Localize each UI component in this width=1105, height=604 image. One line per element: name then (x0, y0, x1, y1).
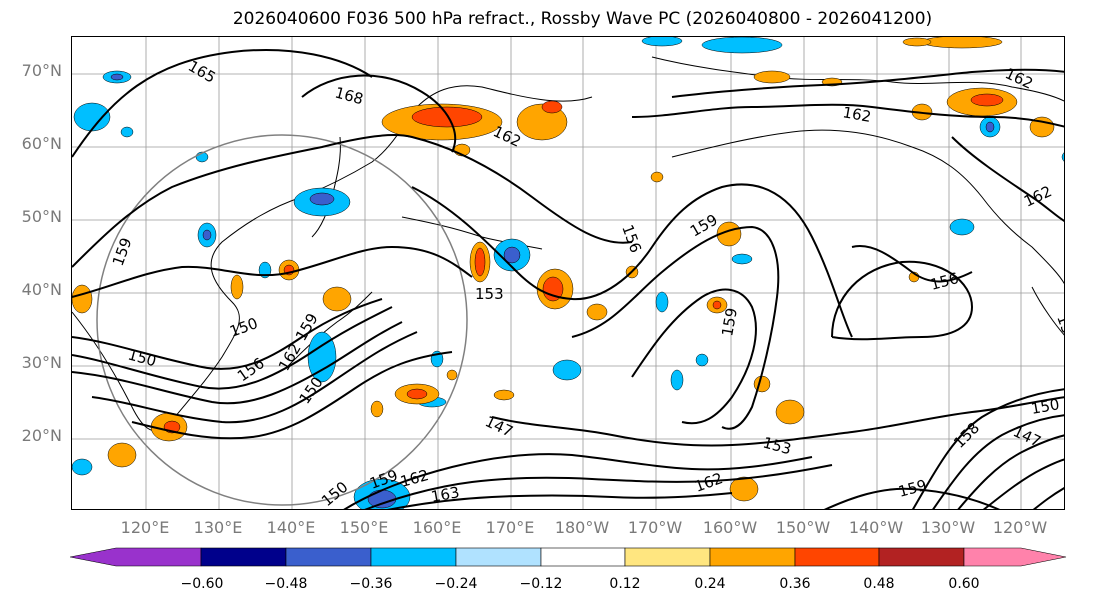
lon-label-130e: 130°E (193, 518, 243, 537)
colorbar-segment-012 (540, 547, 626, 567)
gridlines (72, 37, 1064, 509)
contour-label: 153 (475, 285, 504, 303)
lat-label-30n: 30°N (21, 353, 62, 372)
contour-label: 150 (1030, 395, 1061, 418)
lon-label-130w: 130°W (920, 518, 976, 537)
colorbar-tick-label: 0.12 (609, 576, 641, 592)
geopotential-contours (72, 49, 1064, 509)
colorbar-tick-label: 0.24 (694, 576, 726, 592)
lon-label-120w: 120°W (992, 518, 1048, 537)
colorbar-tick-label: −0.60 (180, 576, 224, 592)
lat-label-70n: 70°N (21, 61, 62, 80)
lon-label-180w: 180°W (554, 518, 610, 537)
map-canvas: 165 168 162 162 162 162 159 156 159 153 … (72, 37, 1065, 509)
contour-label: 159 (718, 306, 741, 337)
colorbar-segments (70, 547, 1067, 567)
lon-label-140w: 140°W (848, 518, 904, 537)
colorbar-segment-024 (455, 547, 542, 567)
colorbar-segment-gt-060 (963, 547, 1067, 567)
lon-label-140e: 140°E (266, 518, 316, 537)
colorbar-tick-label: 0.36 (779, 576, 811, 592)
colorbar-tick-label: −0.36 (349, 576, 393, 592)
colorbar-segment-060 (200, 547, 287, 567)
colorbar-tick-label: −0.12 (519, 576, 563, 592)
colorbar-segment-pos036 (794, 547, 880, 567)
positive-anomaly-shading (72, 37, 1055, 502)
colorbar-segment-lt-060 (70, 547, 202, 567)
colorbar (70, 547, 1067, 567)
lat-label-50n: 50°N (21, 207, 62, 226)
map-title: 2026040600 F036 500 hPa refract., Rossby… (232, 9, 933, 29)
colorbar-tick-label: −0.48 (264, 576, 308, 592)
colorbar-tick-label: 0.60 (948, 576, 980, 592)
lon-label-150e: 150°E (339, 518, 389, 537)
contour-label: 159 (1053, 312, 1065, 345)
lat-label-60n: 60°N (21, 134, 62, 153)
lon-label-160e: 160°E (412, 518, 462, 537)
lon-label-150w: 150°W (775, 518, 831, 537)
colorbar-segment-048 (285, 547, 372, 567)
contour-label: 163 (430, 483, 461, 506)
lon-label-120e: 120°E (120, 518, 170, 537)
lon-label-170w: 170°W (627, 518, 683, 537)
colorbar-tick-label: 0.48 (863, 576, 895, 592)
lat-label-40n: 40°N (21, 280, 62, 299)
colorbar-segment-pos012 (624, 547, 711, 567)
colorbar-segment-pos024 (709, 547, 796, 567)
lon-label-160w: 160°W (702, 518, 758, 537)
contour-label: 162 (841, 103, 872, 126)
lon-label-170e: 170°E (485, 518, 535, 537)
map-panel[interactable]: 165 168 162 162 162 162 159 156 159 153 … (71, 36, 1065, 510)
colorbar-segment-036 (370, 547, 457, 567)
colorbar-segment-pos048 (878, 547, 965, 567)
reference-circle (96, 134, 468, 506)
colorbar-tick-label: −0.24 (434, 576, 478, 592)
lat-label-20n: 20°N (21, 426, 62, 445)
